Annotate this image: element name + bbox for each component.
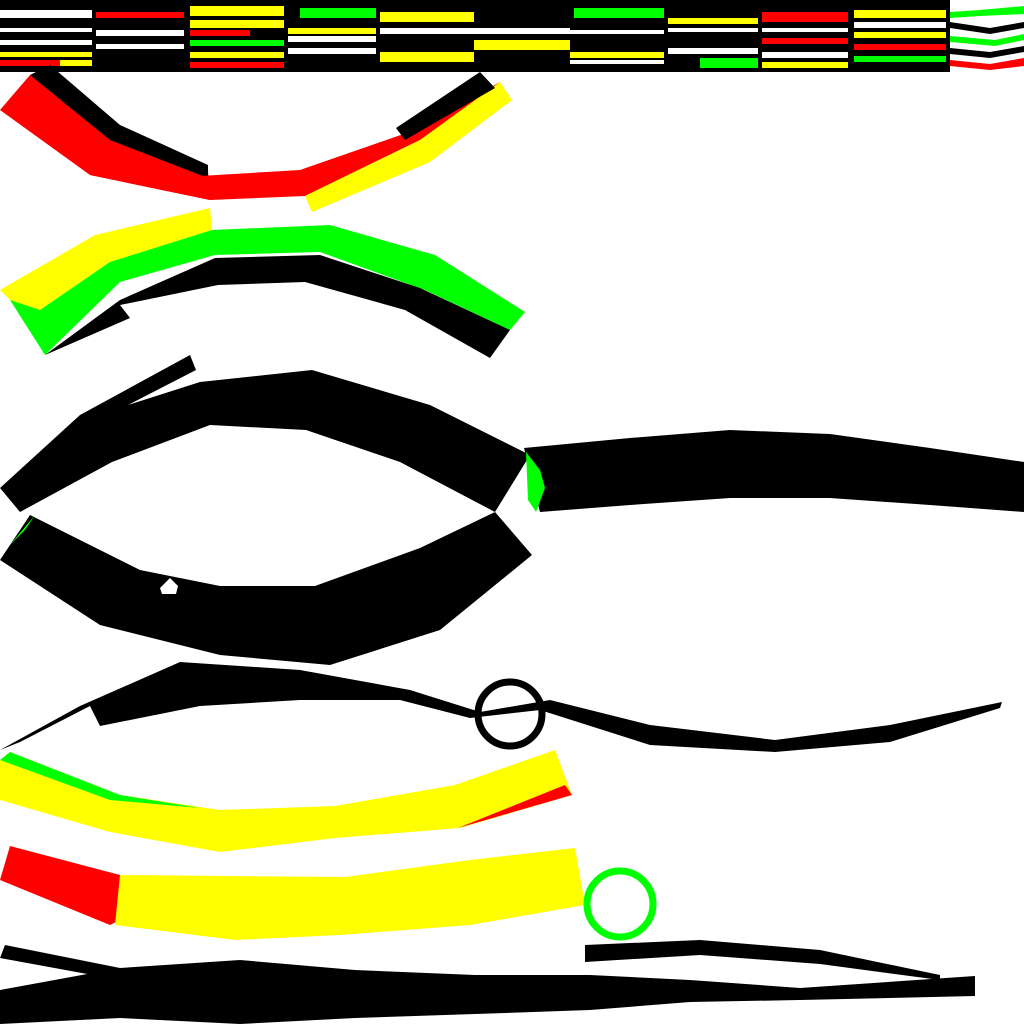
black-ring xyxy=(474,678,546,750)
black-band-upper xyxy=(0,355,1024,512)
palette-cell xyxy=(190,6,284,68)
palette-cell xyxy=(668,18,758,68)
palette-cell xyxy=(762,12,848,68)
black-bottom-band xyxy=(0,940,975,1024)
palette-cell xyxy=(570,8,664,64)
palette-cell xyxy=(950,0,1024,72)
red-black-yellow-band xyxy=(0,65,512,212)
palette-cell xyxy=(0,10,92,66)
black-thin-band xyxy=(0,662,1002,752)
palette-strip xyxy=(0,0,1024,72)
palette-cell xyxy=(288,8,376,54)
red-yellow-band xyxy=(0,846,585,940)
palette-cell xyxy=(96,12,184,49)
green-ring xyxy=(583,867,657,941)
palette-cell xyxy=(380,12,570,62)
yellow-green-black-band xyxy=(0,208,525,358)
yellow-green-red-band xyxy=(0,750,572,852)
palette-cell xyxy=(854,10,946,62)
black-band-lower xyxy=(0,512,532,665)
